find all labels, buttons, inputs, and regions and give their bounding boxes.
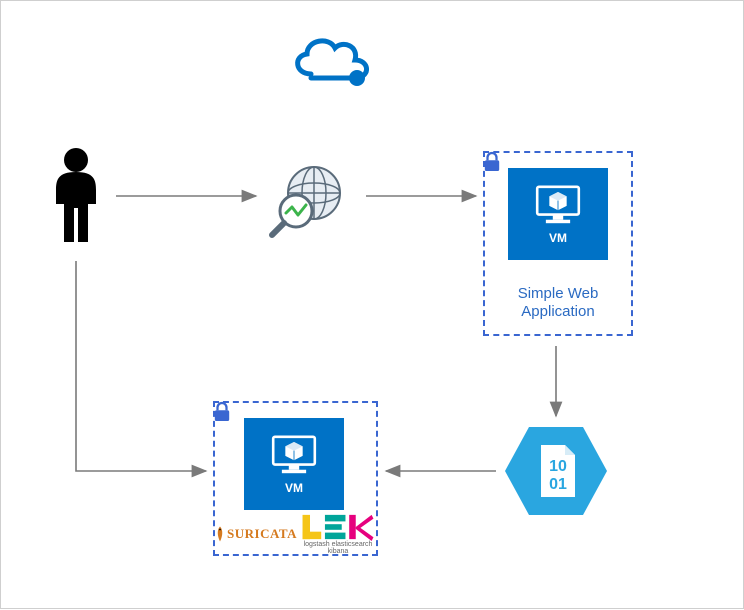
vm1-tile: VM [508,168,608,260]
cloud-icon [281,26,381,96]
hex-text-bottom: 01 [549,476,567,493]
suricata-label: SURICATA [227,526,297,542]
elk-logo: logstash elasticsearch kibana [299,513,377,555]
network-watcher-icon [266,161,356,241]
suricata-logo: SURICATA [214,523,297,545]
vm1-caption: Simple Web Application [485,285,631,323]
vm1-tile-label: VM [549,231,567,245]
person-icon [46,146,106,246]
storage-hex-icon: 1001 [501,421,611,521]
vm-monitor-icon [268,433,320,477]
elk-sublabel: logstash elasticsearch kibana [299,541,377,555]
hex-text-top: 10 [549,458,567,475]
vm2-tags: SURICATAlogstash elasticsearch kibana [217,514,374,554]
lock-icon [483,151,501,173]
vm-monitor-icon [532,183,584,227]
vm2-tile-label: VM [285,481,303,495]
vm2-tile: VM [244,418,344,510]
lock-icon [213,401,231,423]
diagram-canvas: Simple Web Application VM 1001 VM SURICATAlo… [0,0,744,609]
edge-e5 [76,261,206,471]
